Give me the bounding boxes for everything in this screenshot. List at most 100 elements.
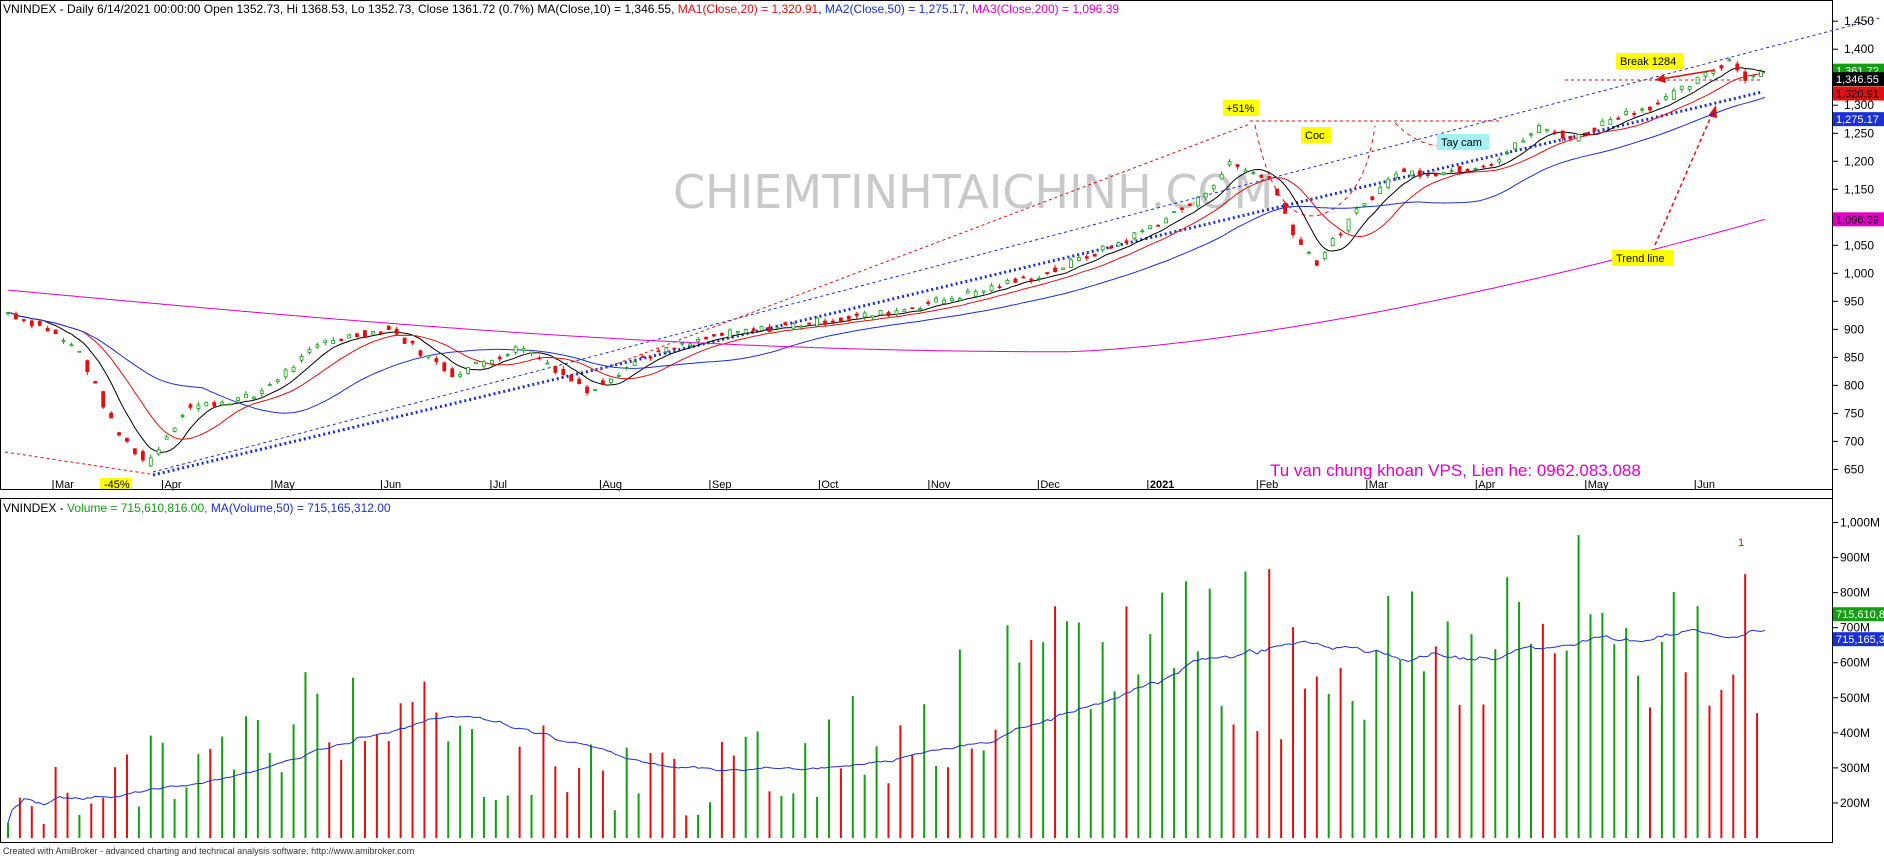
candle-body	[21, 319, 26, 321]
candle-body	[648, 356, 653, 359]
volume-tick-label: 500M	[1840, 691, 1870, 705]
candle-body	[870, 315, 875, 318]
candle-body	[14, 313, 18, 320]
month-label: May	[1588, 479, 1609, 491]
candle-body	[656, 350, 661, 353]
month-label: Apr	[1478, 479, 1495, 491]
candle-body	[593, 389, 597, 391]
price-tick-label: 1,050	[1844, 238, 1874, 252]
candle-body	[370, 331, 375, 335]
volume-tick-label: 1,000M	[1840, 516, 1880, 530]
breakout-arrow	[1654, 69, 1716, 81]
candle-body	[1632, 112, 1637, 115]
candle-body	[1473, 167, 1478, 170]
cup-tag-bg	[1301, 127, 1331, 143]
candle-body	[823, 320, 827, 325]
price-tick-label: 850	[1844, 350, 1864, 364]
candle-body	[402, 337, 407, 344]
candle-body	[632, 361, 637, 366]
price-tick-label: 1,150	[1844, 182, 1874, 196]
candle-body	[228, 403, 233, 406]
volume-tick-label: 400M	[1840, 726, 1870, 740]
value-tag: 1,275.17	[1836, 114, 1879, 126]
candle-body	[1069, 259, 1073, 268]
candle-body	[1751, 75, 1756, 77]
candle-body	[1624, 110, 1629, 115]
volume-panel-frame	[0, 498, 1833, 843]
trendline-arrowhead	[1708, 105, 1717, 118]
cup-curve	[1254, 124, 1376, 217]
price-tick-label: 800	[1844, 378, 1864, 392]
volume-tick-label: 200M	[1840, 796, 1870, 810]
candle-body	[1687, 86, 1692, 90]
candle-body	[521, 348, 526, 351]
candle-body	[735, 331, 740, 334]
candle-body	[1711, 70, 1716, 74]
candle-body	[236, 397, 240, 401]
cup-tag: Coc	[1305, 130, 1325, 142]
candle-body	[1243, 169, 1248, 173]
value-tag: 1,320.91	[1836, 89, 1879, 101]
candle-body	[1513, 142, 1518, 150]
candle-body	[1283, 202, 1287, 214]
candle-body	[220, 401, 225, 406]
candle-body	[1267, 176, 1272, 178]
candle-body	[1576, 134, 1581, 142]
price-tick-label: 1,000	[1844, 266, 1874, 280]
candle-body	[259, 390, 264, 394]
candle-body	[1386, 178, 1391, 189]
value-tag: 1,346.55	[1836, 74, 1879, 86]
candle-body	[846, 315, 851, 320]
candle-body	[1592, 127, 1597, 132]
candle-body	[561, 368, 566, 375]
candle-body	[331, 340, 336, 344]
gain-arrow	[599, 123, 1251, 371]
candle-body	[1235, 164, 1240, 167]
candle-body	[759, 325, 764, 331]
candle-body	[188, 404, 193, 408]
candle-body	[109, 412, 114, 419]
candle-body	[1076, 257, 1081, 262]
candle-body	[1537, 125, 1541, 134]
candle-body	[196, 404, 201, 409]
candle-body	[854, 313, 859, 317]
loss-tag: -45%	[104, 479, 130, 491]
candle-body	[148, 457, 153, 467]
candle-body	[1679, 85, 1684, 90]
gain-tag-bg	[1223, 100, 1259, 116]
candle-body	[513, 346, 518, 353]
candle-body	[1362, 202, 1367, 207]
volume-axis: 1,000M 900M 800M 700M 600M 500M 400M 300M 200M	[1832, 516, 1880, 810]
candle-body	[164, 436, 169, 440]
breakout-tag-bg	[1616, 53, 1684, 69]
candle-body	[608, 378, 613, 383]
candle-body	[815, 317, 819, 327]
candle-body	[664, 347, 669, 353]
candle-body	[1061, 267, 1065, 270]
candle-body	[418, 350, 423, 356]
volume-ma-line	[7, 628, 1766, 823]
volume-header-vol: Volume = 715,610,816.00,	[67, 501, 211, 515]
candle-body	[529, 350, 534, 354]
month-label: Aug	[602, 479, 622, 491]
value-tag-bg	[1833, 112, 1884, 127]
candle-body	[831, 320, 835, 323]
candle-body	[299, 356, 304, 361]
candle-body	[965, 290, 970, 294]
volume-ma	[7, 628, 1766, 823]
volume-tick-label: 900M	[1840, 551, 1870, 565]
candle-body	[1021, 276, 1026, 279]
gain-tag: +51%	[1226, 103, 1255, 115]
candle-body	[1552, 131, 1557, 134]
value-tag: 1,096.39	[1836, 214, 1879, 226]
month-label: Oct	[821, 479, 838, 491]
candle-body	[1124, 240, 1129, 244]
candle-body	[1465, 168, 1470, 171]
candle-body	[616, 375, 621, 377]
candle-body	[355, 333, 359, 338]
candle-body	[1481, 165, 1486, 168]
candle-body	[1703, 72, 1708, 77]
candle-body	[569, 374, 574, 382]
price-tick-label: 1,450	[1844, 14, 1874, 28]
price-header-lead: VNINDEX - Daily 6/14/2021 00:00:00 Open …	[3, 2, 678, 16]
